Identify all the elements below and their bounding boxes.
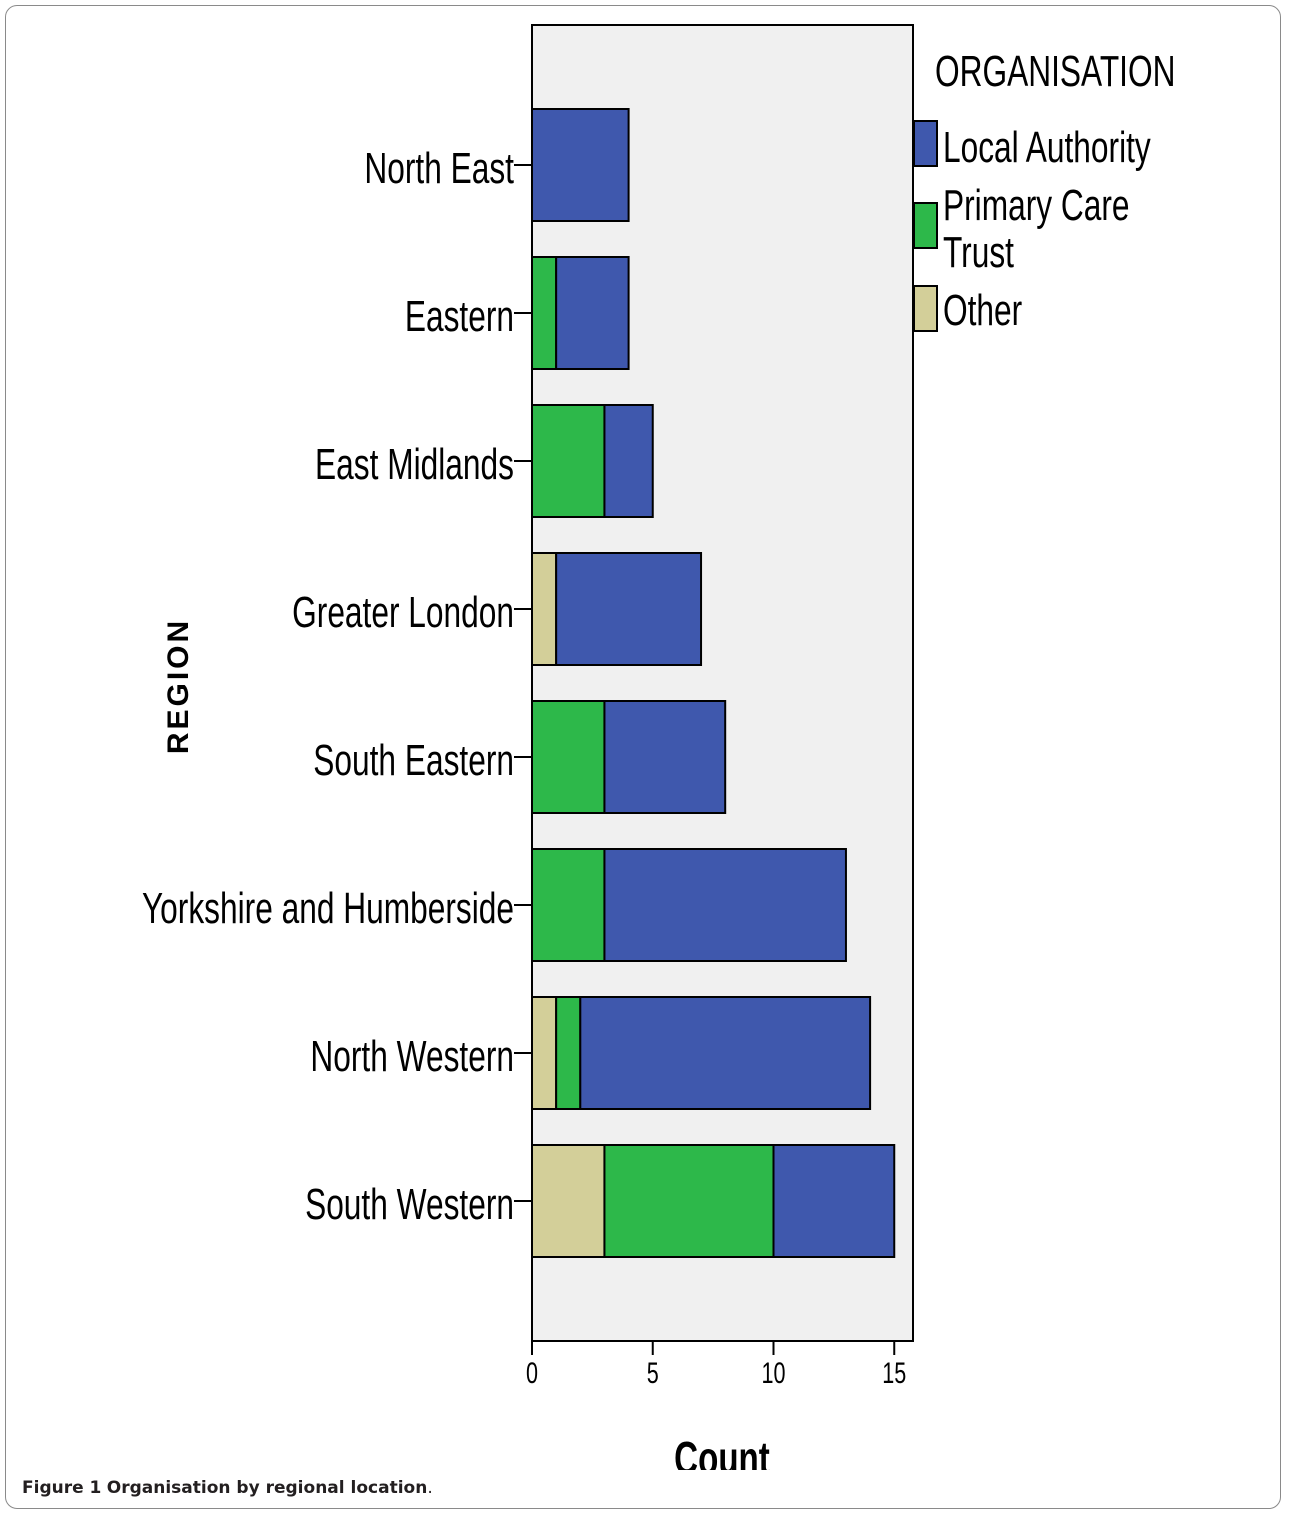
y-tick-label: Eastern — [405, 292, 514, 341]
legend-title: ORGANISATION — [935, 47, 1176, 96]
figure-frame — [5, 5, 1281, 1509]
legend-label: Primary Care — [943, 181, 1130, 230]
y-tick-label: Greater London — [292, 588, 514, 637]
legend-swatch — [913, 120, 938, 167]
x-tick-label: 15 — [882, 1355, 906, 1389]
bar-segment-local-authority-1 — [555, 256, 630, 370]
bar-segment-local-authority-0 — [531, 108, 630, 222]
stacked-bar-chart: North East Eastern East Midlands Greater Lo… — [142, 24, 1176, 1470]
bar-segment-primary-care-trust-4 — [531, 700, 606, 814]
x-tick-label: 10 — [761, 1355, 785, 1389]
plot-area — [531, 24, 914, 1342]
bar-segment-local-authority-5 — [603, 848, 847, 962]
figure-caption: Figure 1 Organisation by regional locati… — [22, 1478, 433, 1498]
y-tick-label: South Western — [305, 1180, 514, 1229]
y-tick-label: East Midlands — [315, 440, 514, 489]
y-tick-label: South Eastern — [313, 736, 514, 785]
caption-text: Organisation by regional location — [106, 1478, 428, 1498]
legend-swatch — [913, 202, 938, 249]
x-tick-label: 5 — [647, 1355, 659, 1389]
y-tick-label: Yorkshire and Humberside — [142, 884, 514, 933]
caption-label: Figure 1 — [22, 1478, 102, 1498]
bar-segment-local-authority-7 — [772, 1144, 896, 1258]
bar-segment-primary-care-trust-1 — [531, 256, 558, 370]
bar-segment-primary-care-trust-2 — [531, 404, 606, 518]
bar-segment-local-authority-6 — [579, 996, 872, 1110]
bar-segment-primary-care-trust-5 — [531, 848, 606, 962]
legend-label: Other — [943, 286, 1022, 335]
bar-segment-local-authority-4 — [603, 700, 727, 814]
bar-segment-other-6 — [531, 996, 558, 1110]
x-tick-label: 0 — [526, 1355, 538, 1389]
legend-label: Trust — [943, 228, 1014, 277]
x-axis-label: Count — [674, 1434, 770, 1470]
bar-segment-other-7 — [531, 1144, 606, 1258]
bar-segment-other-3 — [531, 552, 558, 666]
legend-swatch — [913, 285, 938, 332]
y-axis-label: REGION — [162, 618, 195, 754]
legend-label: Local Authority — [943, 123, 1151, 172]
bar-segment-primary-care-trust-6 — [555, 996, 582, 1110]
caption-period: . — [427, 1478, 433, 1498]
bar-segment-local-authority-3 — [555, 552, 703, 666]
bar-segment-local-authority-2 — [603, 404, 654, 518]
bar-segment-primary-care-trust-7 — [603, 1144, 775, 1258]
y-tick-label: North Western — [310, 1032, 514, 1081]
y-tick-label: North East — [364, 144, 514, 193]
